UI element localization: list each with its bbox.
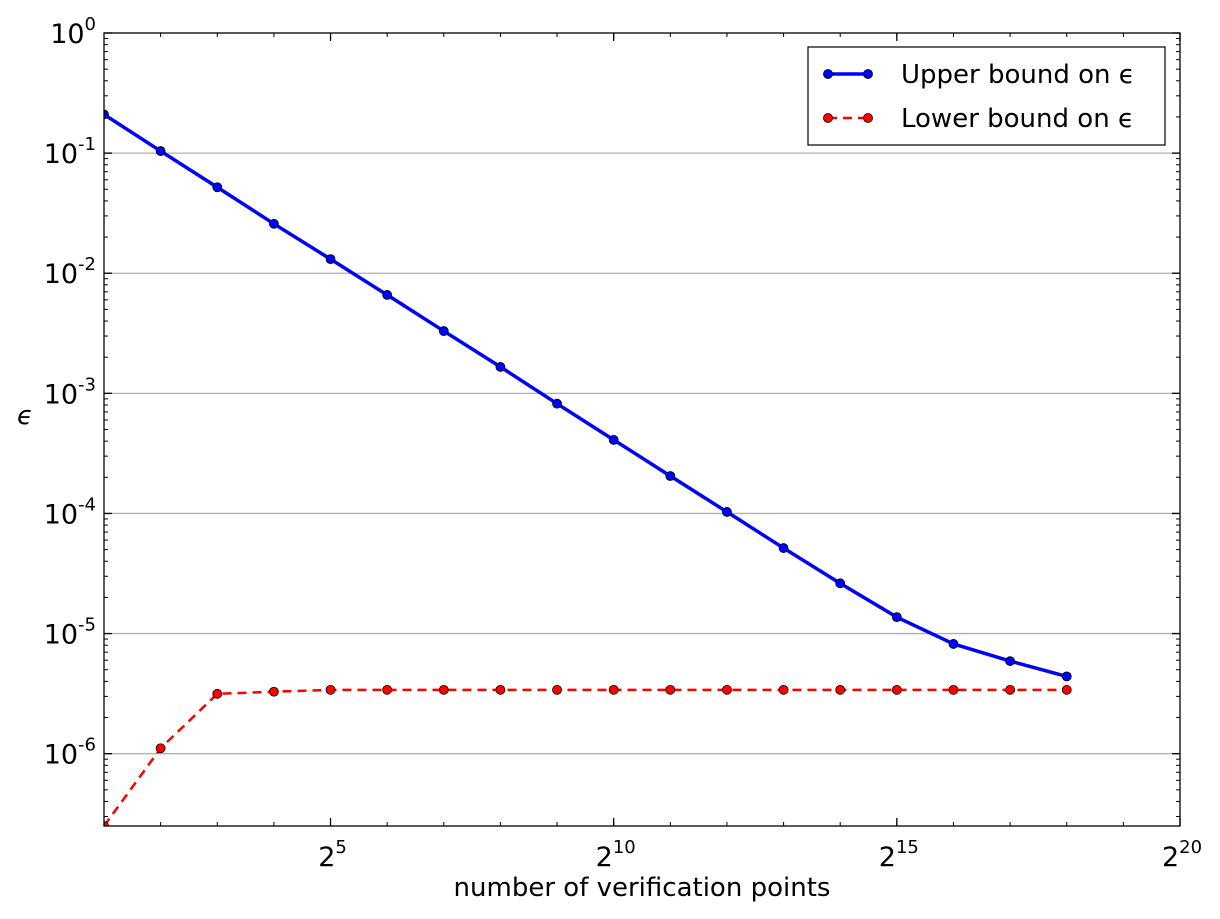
data-point xyxy=(608,684,619,695)
data-point xyxy=(948,639,959,649)
tick-label-layer: 100 10-1 10-2 10-3 10-4 10-5 10-6 25 210 215 220 xyxy=(44,14,1202,873)
data-point xyxy=(778,543,789,553)
data-point xyxy=(552,398,562,409)
legend-items: Upper bound on ϵ Lower bound on ϵ xyxy=(823,60,1135,134)
data-point xyxy=(665,471,676,481)
data-point xyxy=(1005,684,1016,695)
series-line xyxy=(104,688,1067,826)
x-tick-label: 210 xyxy=(596,837,636,873)
data-point xyxy=(665,684,676,695)
y-tick-label: 10-6 xyxy=(44,735,96,771)
data-point xyxy=(722,507,732,517)
x-tick-label: 220 xyxy=(1162,837,1202,873)
y-tick-label: 10-3 xyxy=(44,374,96,410)
series-layer xyxy=(104,109,1072,826)
legend-box xyxy=(807,46,1166,146)
series-1 xyxy=(104,684,1072,826)
data-point xyxy=(1061,671,1072,682)
legend-marker xyxy=(863,69,873,79)
data-point xyxy=(438,684,449,695)
data-point xyxy=(382,684,393,695)
tick-layer xyxy=(103,32,1181,826)
legend: Upper bound on ϵ Lower bound on ϵ xyxy=(807,46,1166,146)
data-point xyxy=(835,684,846,695)
data-point xyxy=(268,686,279,697)
data-point xyxy=(891,684,902,695)
y-axis-label: ϵ xyxy=(17,401,33,431)
data-point xyxy=(438,326,449,336)
data-point xyxy=(1061,684,1072,695)
data-point xyxy=(104,821,109,826)
y-tick-label: 100 xyxy=(50,14,96,50)
legend-label: Lower bound on ϵ xyxy=(901,104,1134,134)
data-point xyxy=(325,254,336,265)
grid-layer xyxy=(104,152,1180,755)
y-tick-label: 10-4 xyxy=(44,494,96,530)
data-point xyxy=(495,362,506,372)
legend-label: Upper bound on ϵ xyxy=(901,60,1135,90)
data-point xyxy=(155,743,166,754)
y-tick-label: 10-2 xyxy=(44,254,96,290)
data-point xyxy=(1005,656,1016,666)
data-point xyxy=(212,688,223,699)
x-tick-label: 25 xyxy=(318,837,347,873)
data-point xyxy=(212,182,223,193)
data-point xyxy=(495,684,506,695)
x-tick-label: 215 xyxy=(879,837,919,873)
data-point xyxy=(268,218,279,229)
data-point xyxy=(552,684,562,695)
y-tick-label: 10-5 xyxy=(44,615,96,651)
data-point xyxy=(608,434,619,445)
data-point xyxy=(722,684,732,695)
legend-marker xyxy=(823,69,833,79)
legend-marker xyxy=(863,113,873,123)
data-point xyxy=(778,684,789,695)
data-point xyxy=(155,146,166,156)
data-point xyxy=(948,684,959,695)
legend-marker xyxy=(823,113,833,123)
plot-frame xyxy=(103,32,1181,827)
y-tick-label: 10-1 xyxy=(44,134,96,170)
series-0 xyxy=(104,109,1072,682)
data-point xyxy=(891,612,902,623)
data-point xyxy=(382,290,393,300)
series-line xyxy=(104,112,1068,679)
data-point xyxy=(325,684,336,695)
x-axis-label: number of verification points xyxy=(454,873,831,903)
data-point xyxy=(835,578,846,589)
data-point xyxy=(104,109,109,120)
